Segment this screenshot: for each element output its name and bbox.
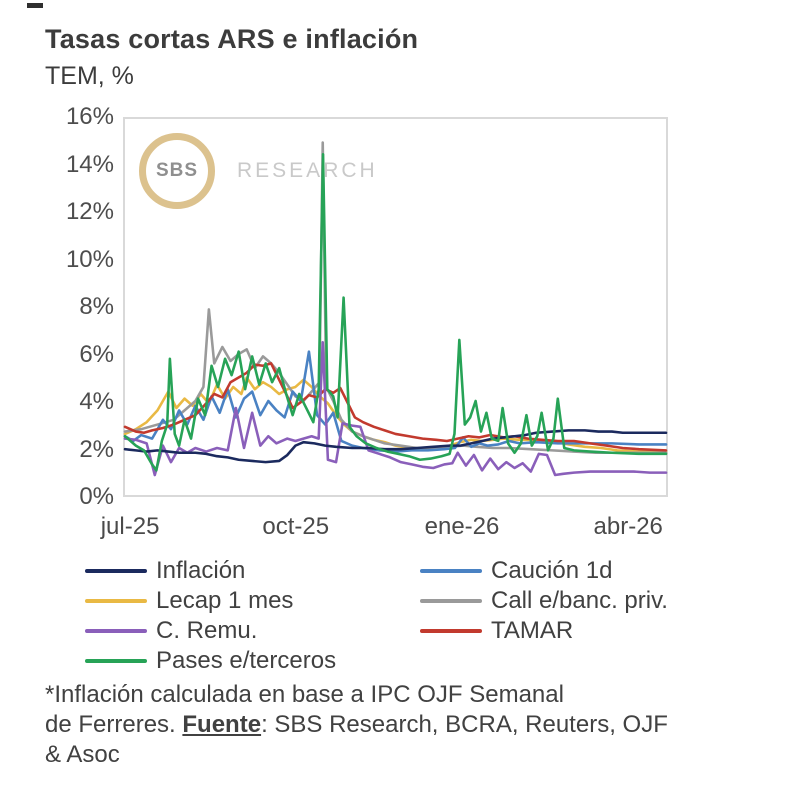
legend: Inflación Caución 1d Lecap 1 mes Call e/ban… xyxy=(85,556,745,676)
legend-label-call-banc-priv: Call e/banc. priv. xyxy=(491,587,668,614)
series-line-lecap-1-mes xyxy=(123,376,668,453)
x-tick-label: jul-25 xyxy=(100,513,160,540)
legend-swatch-tamar xyxy=(420,629,482,633)
x-tick-label: abr-26 xyxy=(593,513,663,540)
series-line-inflacion xyxy=(123,429,668,464)
footnote-line-2-prefix: de Ferreres. xyxy=(45,711,183,738)
legend-label-caucion-1d: Caución 1d xyxy=(491,557,613,584)
y-tick-label: 12% xyxy=(65,198,114,225)
footnote-line-1: *Inflación calculada en base a IPC OJF S… xyxy=(45,681,564,708)
legend-swatch-inflacion xyxy=(85,569,147,573)
plot-area: SBS RESEARCH xyxy=(123,117,668,497)
legend-item-lecap-1-mes: Lecap 1 mes xyxy=(85,586,420,616)
footnote-line-2: de Ferreres. Fuente: SBS Research, BCRA,… xyxy=(45,710,765,740)
legend-label-pases-terceros: Pases e/terceros xyxy=(156,647,337,674)
legend-label-c-remu: C. Remu. xyxy=(156,617,258,644)
chart-subtitle: TEM, % xyxy=(45,62,134,90)
y-tick-label: 14% xyxy=(65,150,114,178)
series-line-caucion-1d xyxy=(123,350,668,453)
y-tick-label: 10% xyxy=(65,245,114,273)
y-tick-label: 16% xyxy=(65,103,114,130)
legend-swatch-lecap-1-mes xyxy=(85,599,147,603)
legend-label-lecap-1-mes: Lecap 1 mes xyxy=(156,587,294,614)
footnote-line-3: & Asoc xyxy=(45,741,120,768)
plot-svg xyxy=(123,141,668,477)
legend-item-call-banc-priv: Call e/banc. priv. xyxy=(420,586,745,616)
legend-swatch-pases-terceros xyxy=(85,659,147,663)
y-axis: 16% 14% 12% 10% 8% 6% 4% 2% 0% xyxy=(0,103,114,510)
y-tick-label: 0% xyxy=(79,483,114,510)
legend-item-tamar: TAMAR xyxy=(420,616,745,646)
y-tick-label: 6% xyxy=(79,340,114,368)
series-line-call-banc-priv xyxy=(123,141,668,455)
series-line-c-remu xyxy=(123,340,668,477)
legend-swatch-c-remu xyxy=(85,629,147,633)
series-line-pases-terceros xyxy=(123,152,668,472)
chart-title: Tasas cortas ARS e inflación xyxy=(45,24,419,54)
x-tick-label: oct-25 xyxy=(262,513,330,540)
legend-label-inflacion: Inflación xyxy=(156,557,246,584)
y-tick-label: 2% xyxy=(79,435,114,463)
legend-item-caucion-1d: Caución 1d xyxy=(420,556,745,586)
footnote-source-label: Fuente xyxy=(182,711,262,738)
x-tick-label: ene-26 xyxy=(424,513,500,540)
footnote: *Inflación calculada en base a IPC OJF S… xyxy=(45,680,765,770)
y-tick-label: 4% xyxy=(79,388,114,415)
y-tick-label: 8% xyxy=(79,293,114,320)
top-left-artifact xyxy=(27,3,43,8)
x-axis: jul-25 oct-25 ene-26 abr-26 xyxy=(0,513,800,543)
legend-item-pases-terceros: Pases e/terceros xyxy=(85,646,420,676)
legend-swatch-call-banc-priv xyxy=(420,599,482,603)
footnote-line-2-suffix: : SBS Research, BCRA, Reuters, OJF xyxy=(261,711,668,738)
legend-item-inflacion: Inflación xyxy=(85,556,420,586)
legend-item-c-remu: C. Remu. xyxy=(85,616,420,646)
legend-label-tamar: TAMAR xyxy=(491,617,574,644)
legend-swatch-caucion-1d xyxy=(420,569,482,573)
